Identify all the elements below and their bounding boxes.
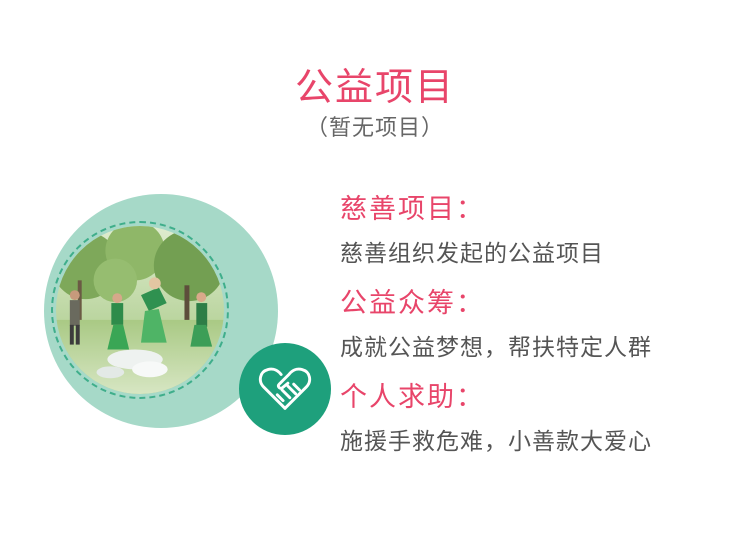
empty-state-subtitle: （暂无项目） [305, 116, 444, 141]
handshake-heart-icon [258, 367, 312, 410]
section-heading-charity: 慈善项目： [340, 194, 485, 225]
project-info: 慈善项目： 慈善组织发起的公益项目 公益众筹： 成就公益梦想，帮扶特定人群 个人… [340, 190, 740, 472]
section-heading-personal-aid: 个人求助： [340, 382, 485, 413]
section-heading-crowdfunding: 公益众筹： [340, 288, 485, 319]
section-desc-personal-aid: 施援手救危难，小善款大爱心 [340, 429, 652, 455]
section-desc-charity: 慈善组织发起的公益项目 [340, 241, 604, 267]
handshake-heart-badge [239, 343, 331, 435]
page-title: 公益项目 [294, 65, 455, 109]
section-desc-crowdfunding: 成就公益梦想，帮扶特定人群 [340, 335, 652, 361]
photo-frame [51, 221, 229, 399]
volunteers-cleanup-photo [56, 226, 224, 394]
